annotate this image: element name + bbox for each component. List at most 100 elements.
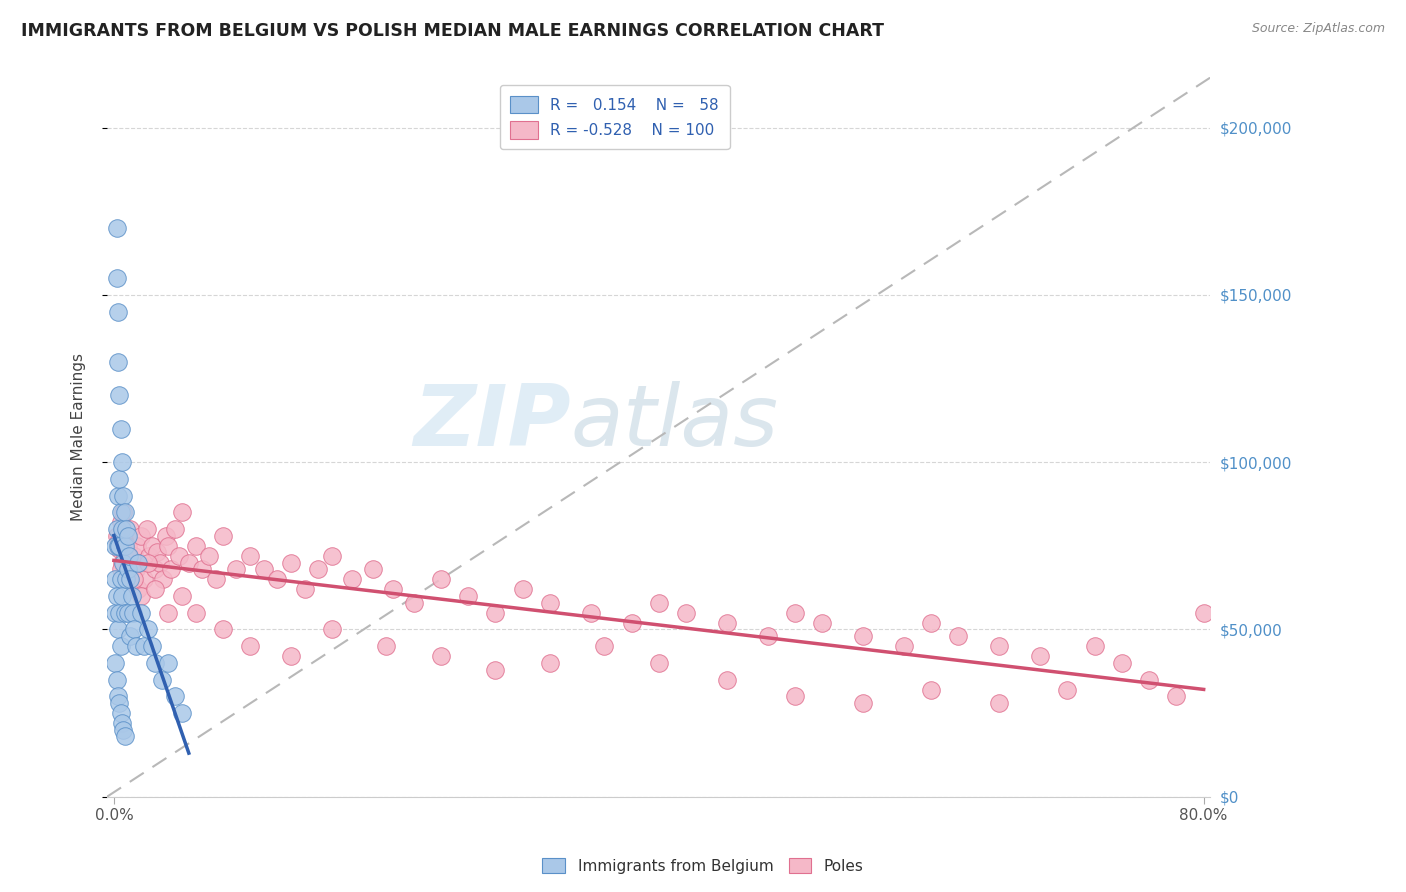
Point bbox=[111, 556, 134, 570]
Point bbox=[104, 606, 127, 620]
Point bbox=[105, 221, 128, 235]
Point bbox=[920, 682, 942, 697]
Point bbox=[988, 639, 1011, 653]
Point bbox=[114, 539, 136, 553]
Point bbox=[122, 606, 145, 620]
Point bbox=[579, 606, 602, 620]
Point bbox=[117, 606, 139, 620]
Point bbox=[128, 556, 150, 570]
Point bbox=[321, 623, 343, 637]
Text: ZIP: ZIP bbox=[413, 381, 571, 464]
Point bbox=[716, 673, 738, 687]
Point bbox=[127, 556, 149, 570]
Point bbox=[112, 505, 135, 519]
Point bbox=[165, 522, 187, 536]
Point bbox=[127, 582, 149, 597]
Point bbox=[107, 355, 129, 369]
Point bbox=[920, 615, 942, 630]
Point bbox=[107, 489, 129, 503]
Point bbox=[170, 505, 193, 519]
Point bbox=[112, 489, 135, 503]
Point bbox=[122, 572, 145, 586]
Point bbox=[108, 388, 131, 402]
Point bbox=[107, 304, 129, 318]
Point bbox=[108, 539, 131, 553]
Point bbox=[105, 529, 128, 543]
Point bbox=[117, 562, 139, 576]
Point bbox=[212, 529, 235, 543]
Point bbox=[294, 582, 316, 597]
Point bbox=[115, 522, 138, 536]
Text: Source: ZipAtlas.com: Source: ZipAtlas.com bbox=[1251, 22, 1385, 36]
Point bbox=[948, 629, 970, 643]
Point bbox=[852, 696, 875, 710]
Point bbox=[125, 562, 148, 576]
Point bbox=[280, 556, 302, 570]
Point bbox=[114, 549, 136, 563]
Point bbox=[198, 549, 221, 563]
Point bbox=[620, 615, 643, 630]
Point bbox=[120, 629, 142, 643]
Point bbox=[110, 422, 132, 436]
Point bbox=[1084, 639, 1107, 653]
Point bbox=[108, 542, 131, 557]
Point bbox=[108, 696, 131, 710]
Point bbox=[138, 549, 160, 563]
Point bbox=[1166, 690, 1188, 704]
Legend: Immigrants from Belgium, Poles: Immigrants from Belgium, Poles bbox=[536, 852, 870, 880]
Point bbox=[105, 589, 128, 603]
Point bbox=[136, 556, 159, 570]
Point bbox=[170, 706, 193, 720]
Point bbox=[129, 529, 152, 543]
Point bbox=[107, 623, 129, 637]
Point bbox=[512, 582, 534, 597]
Point bbox=[852, 629, 875, 643]
Point bbox=[177, 556, 200, 570]
Point bbox=[124, 572, 146, 586]
Point bbox=[1111, 656, 1133, 670]
Point bbox=[111, 589, 134, 603]
Point bbox=[129, 606, 152, 620]
Point bbox=[266, 572, 288, 586]
Point bbox=[484, 663, 506, 677]
Point bbox=[160, 562, 183, 576]
Point bbox=[115, 572, 138, 586]
Point bbox=[225, 562, 247, 576]
Point bbox=[141, 539, 163, 553]
Point bbox=[105, 522, 128, 536]
Point bbox=[114, 606, 136, 620]
Point bbox=[170, 589, 193, 603]
Point bbox=[105, 673, 128, 687]
Point bbox=[280, 649, 302, 664]
Point bbox=[457, 589, 479, 603]
Point bbox=[132, 639, 155, 653]
Point bbox=[117, 549, 139, 563]
Point bbox=[375, 639, 398, 653]
Point bbox=[430, 572, 453, 586]
Point bbox=[108, 606, 131, 620]
Point bbox=[107, 535, 129, 549]
Point bbox=[110, 562, 132, 576]
Point bbox=[253, 562, 276, 576]
Point bbox=[648, 656, 671, 670]
Point bbox=[107, 690, 129, 704]
Point bbox=[104, 539, 127, 553]
Point bbox=[239, 639, 262, 653]
Point bbox=[114, 730, 136, 744]
Point bbox=[124, 549, 146, 563]
Point bbox=[111, 522, 134, 536]
Point bbox=[1192, 606, 1215, 620]
Point bbox=[112, 556, 135, 570]
Point bbox=[239, 549, 262, 563]
Point bbox=[120, 572, 142, 586]
Point bbox=[184, 606, 207, 620]
Point bbox=[108, 472, 131, 486]
Point bbox=[538, 656, 561, 670]
Point bbox=[307, 562, 329, 576]
Point bbox=[120, 522, 142, 536]
Point bbox=[105, 271, 128, 285]
Point bbox=[132, 572, 155, 586]
Point bbox=[191, 562, 214, 576]
Point bbox=[104, 572, 127, 586]
Point bbox=[165, 690, 187, 704]
